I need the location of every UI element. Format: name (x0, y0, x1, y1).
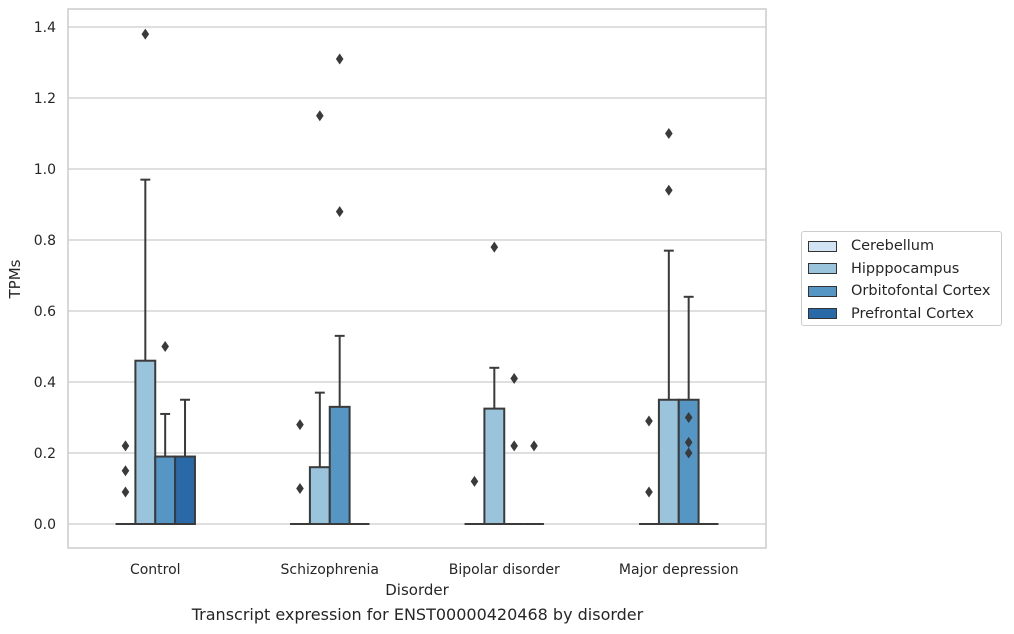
box (154, 455, 177, 525)
outlier-point (510, 372, 518, 384)
legend-item: Hipppocampus (808, 258, 1001, 281)
outlier-point (121, 486, 130, 498)
outlier-point (121, 465, 130, 477)
outlier-point (335, 206, 344, 218)
y-tick-label: 0.4 (34, 375, 56, 391)
y-tick-labels: 0.0 0.2 0.4 0.6 0.8 1.0 1.2 1.4 (34, 20, 56, 533)
outlier-point (121, 440, 130, 452)
box (134, 359, 157, 526)
outlier-point (510, 440, 518, 452)
box-series (115, 28, 719, 526)
x-tick-label: Schizophrenia (281, 562, 379, 578)
x-tick-labels: Control Schizophrenia Bipolar disorder Majo… (130, 562, 739, 578)
y-tick-label: 1.4 (34, 20, 56, 36)
legend-swatch (808, 240, 837, 252)
legend-swatch (808, 285, 837, 297)
figure-caption: Transcript expression for ENST0000042046… (191, 605, 644, 624)
legend-item: Prefrontal Cortex (808, 303, 1001, 326)
plot-frame (67, 8, 767, 549)
box (483, 407, 506, 525)
outlier-point (490, 241, 499, 253)
x-axis-label: Disorder (385, 581, 449, 599)
outlier-point (684, 436, 693, 448)
legend-item: Orbitofontal Cortex (808, 280, 1001, 303)
outlier-point (665, 128, 673, 139)
legend: Cerebellum Hipppocampus Orbitofontal Corte… (801, 231, 1002, 326)
outlier-point (684, 447, 693, 459)
x-tick-label: Major depression (619, 562, 739, 578)
outlier-point (335, 53, 344, 65)
legend-label: Cerebellum (851, 238, 935, 255)
box (657, 398, 680, 525)
box (328, 405, 351, 526)
outlier-point (530, 440, 538, 452)
y-tick-label: 0.2 (34, 446, 56, 462)
y-tick-label: 1.0 (34, 162, 56, 178)
x-tick-label: Bipolar disorder (449, 562, 560, 578)
y-tick-label: 0.8 (34, 233, 56, 249)
legend-swatch (808, 263, 837, 275)
legend-label: Orbitofontal Cortex (851, 283, 991, 300)
outlier-point (470, 475, 479, 487)
outlier-point (665, 184, 673, 196)
outlier-point (296, 419, 304, 431)
x-tick-label: Control (130, 562, 181, 578)
outlier-point (161, 341, 169, 352)
box (308, 466, 331, 526)
y-tick-label: 0.6 (34, 304, 56, 320)
y-axis-label: TPMs (6, 259, 24, 299)
y-tick-label: 0.0 (34, 517, 56, 533)
outlier-point (141, 28, 150, 40)
outlier-point (684, 412, 693, 423)
legend-item: Cerebellum (808, 235, 1001, 258)
legend-label: Hipppocampus (851, 260, 960, 277)
outlier-point (645, 486, 653, 498)
legend-label: Prefrontal Cortex (851, 305, 974, 322)
box (174, 455, 196, 525)
outlier-point (645, 415, 653, 427)
outlier-point (296, 483, 304, 494)
outlier-point (316, 110, 324, 122)
legend-swatch (808, 308, 837, 320)
y-tick-label: 1.2 (34, 91, 56, 107)
